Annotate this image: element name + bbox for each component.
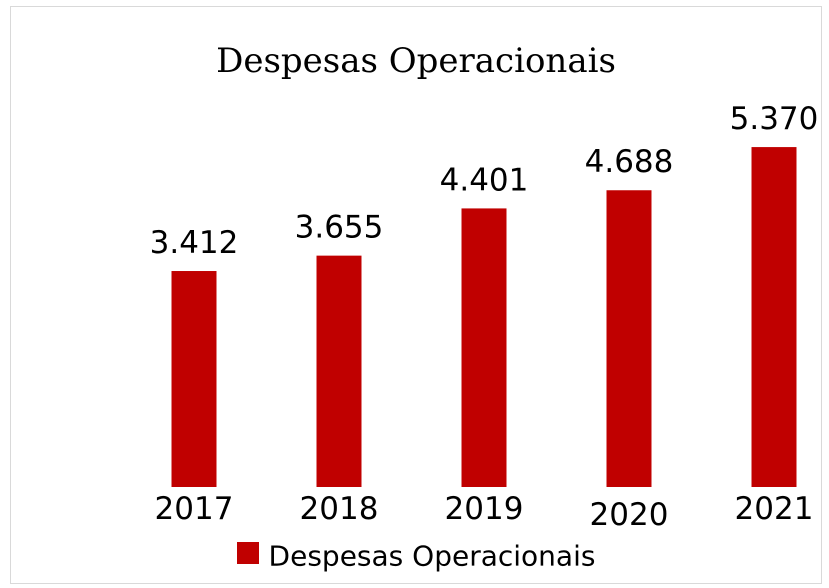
x-tick-label-2020: 2020 (590, 497, 669, 533)
legend-label: Despesas Operacionais (268, 539, 596, 573)
data-label-2021: 5.370 (730, 101, 819, 137)
bar-2017 (171, 271, 217, 487)
bar-2020 (606, 190, 652, 487)
data-label-2017: 3.412 (150, 225, 239, 261)
data-label-2018: 3.655 (295, 210, 384, 246)
bar-2021 (751, 147, 797, 488)
chart-title: Despesas Operacionais (216, 41, 616, 81)
x-tick-label-2021: 2021 (735, 491, 814, 527)
legend-swatch (236, 542, 259, 564)
x-tick-label-2018: 2018 (300, 491, 379, 527)
bar-2018 (316, 255, 362, 487)
plot-area: 3.412 2017 3.655 2018 4.401 2019 4.688 2020 5.37… (150, 101, 819, 533)
x-tick-label-2017: 2017 (155, 491, 234, 527)
chart-frame: Despesas Operacionais 3.412 2017 3.655 2018… (10, 6, 822, 584)
legend: Despesas Operacionais (11, 538, 821, 573)
data-label-2020: 4.688 (585, 144, 674, 180)
x-tick-label-2019: 2019 (445, 491, 524, 527)
data-label-2019: 4.401 (440, 162, 529, 198)
bar-2019 (461, 208, 507, 488)
